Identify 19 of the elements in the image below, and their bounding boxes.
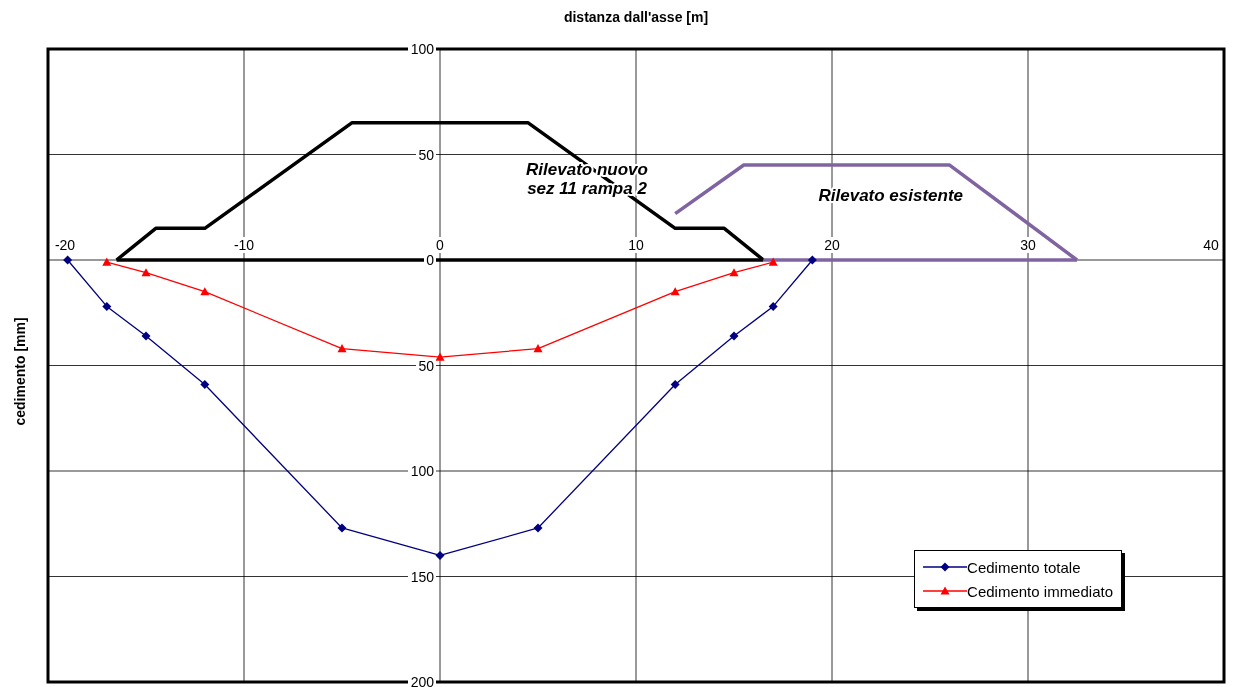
y-tick-label: 50 bbox=[418, 146, 435, 163]
y-axis-title: cedimento [mm] bbox=[11, 317, 28, 426]
legend-label: Cedimento totale bbox=[967, 558, 1081, 576]
x-tick-label: 0 bbox=[436, 237, 445, 253]
x-axis-title: distanza dall'asse [m] bbox=[563, 8, 709, 25]
annotation: Rilevato esistente bbox=[818, 185, 964, 205]
y-tick-label: 100 bbox=[410, 41, 435, 57]
x-tick-label: -20 bbox=[54, 237, 76, 253]
x-tick-label: 30 bbox=[1020, 237, 1036, 253]
y-tick-label: 50 bbox=[418, 357, 435, 374]
y-tick-label: 100 bbox=[410, 463, 435, 479]
y-tick-label: 0 bbox=[426, 252, 435, 268]
x-tick-label: 20 bbox=[824, 237, 840, 253]
x-tick-label: 40 bbox=[1203, 237, 1219, 253]
legend-label: Cedimento immediato bbox=[967, 582, 1113, 600]
x-tick-label: 10 bbox=[628, 237, 644, 253]
y-tick-label: 150 bbox=[410, 568, 435, 585]
x-tick-label: -10 bbox=[233, 237, 255, 253]
y-tick-label: 200 bbox=[410, 674, 435, 687]
